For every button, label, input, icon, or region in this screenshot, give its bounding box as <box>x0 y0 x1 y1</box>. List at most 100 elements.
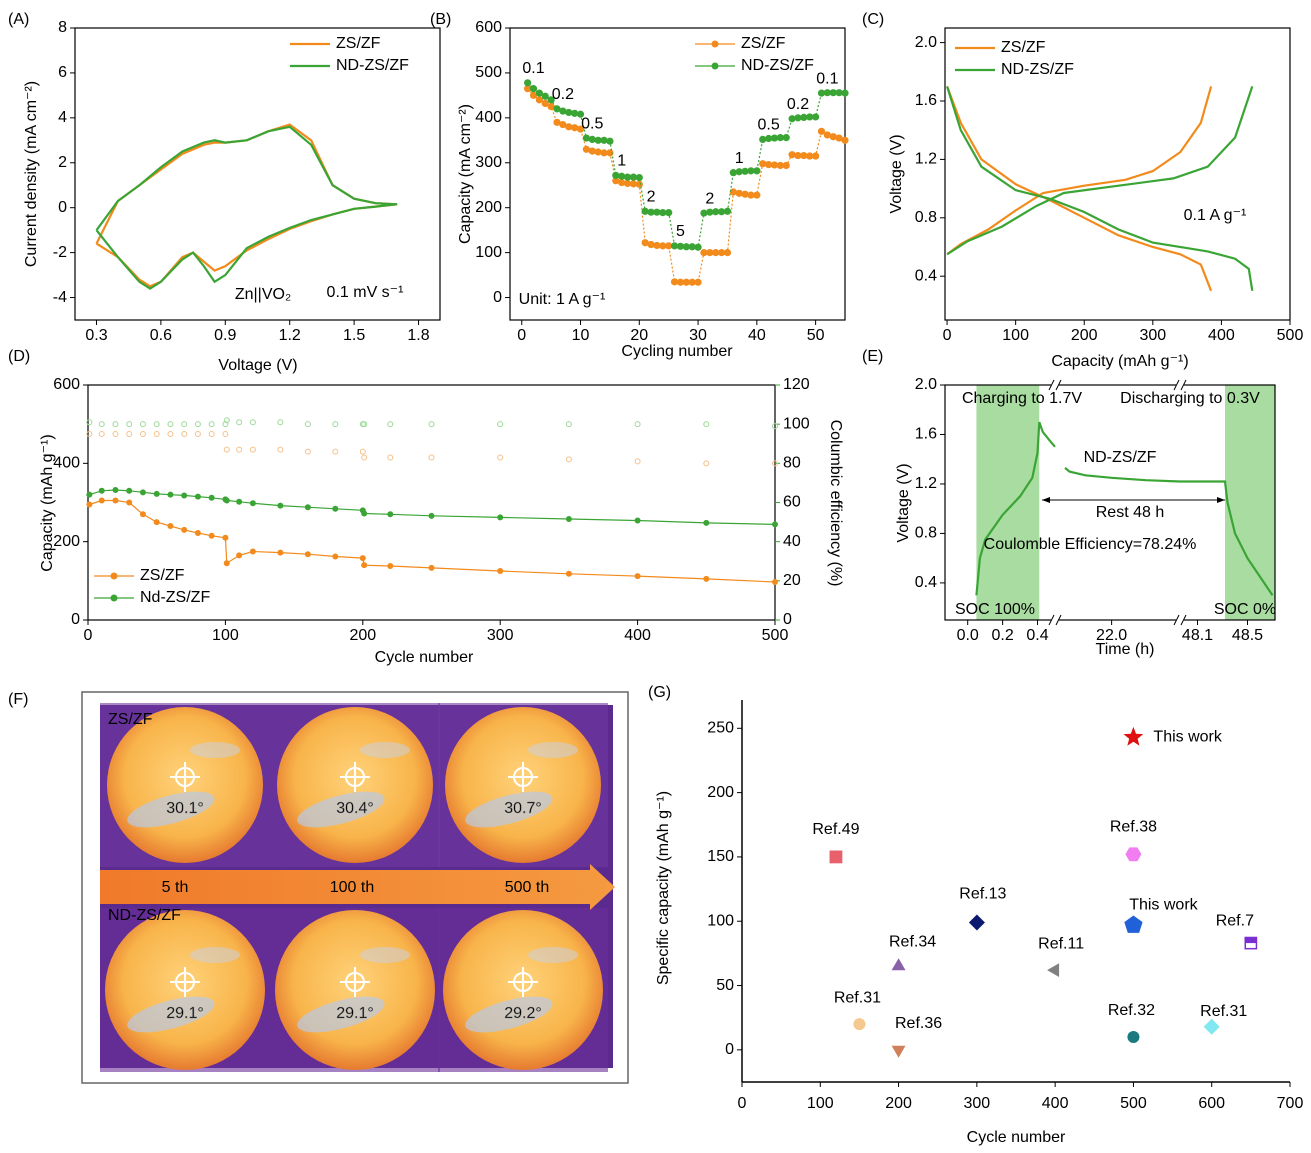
ce-marker <box>387 421 394 428</box>
ce-marker <box>194 421 201 428</box>
ce-marker <box>332 421 339 428</box>
row-label: ND-ZS/ZF <box>108 907 181 924</box>
axis-break <box>1051 616 1059 624</box>
data-point <box>332 553 339 560</box>
point-label: This work <box>1129 896 1198 913</box>
y2-tick-label: 120 <box>783 376 810 393</box>
series-line <box>89 489 776 525</box>
data-point <box>594 148 602 156</box>
y2-axis-label: Columbic efficiency (%) <box>827 420 844 587</box>
ce-marker <box>277 446 284 453</box>
data-point <box>835 134 843 142</box>
cool-patch <box>360 947 410 963</box>
data-point <box>139 489 146 496</box>
x-tick-label: 600 <box>1198 1095 1225 1112</box>
panel-label: (A) <box>8 11 29 28</box>
ce-marker <box>98 430 105 437</box>
legend-label: ND-ZS/ZF <box>1001 61 1074 78</box>
x-tick-label: 22.0 <box>1096 627 1127 644</box>
data-point <box>770 134 779 142</box>
data-point <box>817 127 826 135</box>
data-point <box>812 152 820 160</box>
ce-marker <box>387 454 394 461</box>
x-tick-label: 400 <box>1042 1095 1069 1112</box>
ce-marker <box>208 430 215 437</box>
legend-marker <box>711 62 719 70</box>
data-point <box>565 123 573 131</box>
data-point <box>571 109 579 117</box>
data-point <box>641 239 649 247</box>
y-tick-label: 0 <box>725 1041 734 1058</box>
ce-marker <box>772 423 778 430</box>
data-point <box>236 498 243 505</box>
legend-label: Nd-ZS/ZF <box>140 589 210 606</box>
ce-marker <box>223 446 230 453</box>
data-point <box>112 486 119 493</box>
series-line <box>946 86 1213 292</box>
legend-label: ND-ZS/ZF <box>741 57 814 74</box>
data-point <box>706 249 714 257</box>
plot-frame <box>87 384 776 621</box>
data-point <box>547 96 555 104</box>
annotation: 0.1 mV s⁻¹ <box>327 284 404 301</box>
x-tick-label: 10 <box>572 327 590 344</box>
ce-marker <box>703 421 710 428</box>
data-point <box>759 135 767 144</box>
plot-frame <box>509 27 846 321</box>
marker-half <box>1245 937 1257 944</box>
data-point <box>126 487 133 494</box>
data-point <box>772 579 778 586</box>
marker <box>1127 1030 1140 1043</box>
marker <box>1047 963 1060 977</box>
x-tick-label: 300 <box>487 627 514 644</box>
y-tick-label: 2.0 <box>915 34 937 51</box>
rate-label: 5 <box>676 223 685 240</box>
axis-break-mark <box>1180 614 1187 626</box>
panel-label: (B) <box>430 11 451 28</box>
ce-marker <box>112 430 119 437</box>
x-tick-label: 500 <box>1120 1095 1147 1112</box>
data-point <box>277 502 284 509</box>
data-point <box>747 191 755 199</box>
axis-break-mark <box>1048 614 1055 626</box>
data-point <box>729 188 737 196</box>
data-point <box>700 209 708 217</box>
y-tick-label: 200 <box>475 199 502 216</box>
point-label: Ref.13 <box>959 886 1006 903</box>
stage-label: 5 th <box>162 879 189 896</box>
shaded-region <box>1225 385 1275 620</box>
temperature-label: 29.1° <box>166 1005 204 1022</box>
data-point <box>565 108 573 117</box>
x-tick-label: 30 <box>689 327 707 344</box>
data-point <box>428 564 435 571</box>
data-point <box>98 497 105 504</box>
data-point <box>764 134 773 143</box>
y-tick-label: 0 <box>493 289 502 306</box>
data-point <box>670 242 679 250</box>
legend-marker <box>711 40 719 48</box>
ce-marker <box>86 430 93 437</box>
data-point <box>359 555 366 562</box>
rate-label: 0.1 <box>816 70 838 87</box>
ce-marker <box>208 421 215 428</box>
y-axis-label: Voltage (V) <box>888 134 905 213</box>
legend-marker <box>110 572 118 580</box>
data-point <box>571 124 579 132</box>
data-point <box>806 152 814 160</box>
data-point <box>236 552 243 559</box>
ce-marker <box>634 458 641 465</box>
data-point <box>735 189 743 197</box>
data-point <box>553 105 561 113</box>
data-point <box>606 137 614 145</box>
data-point <box>86 491 93 498</box>
ce-marker <box>167 430 174 437</box>
ce-marker <box>277 419 284 426</box>
annotation: ND-ZS/ZF <box>1084 449 1157 466</box>
data-point <box>588 147 596 155</box>
data-point <box>588 135 596 144</box>
data-point <box>682 243 690 251</box>
rate-label: 0.5 <box>581 115 603 132</box>
series-line <box>946 86 1254 291</box>
data-point <box>139 511 146 518</box>
data-point <box>582 134 591 142</box>
